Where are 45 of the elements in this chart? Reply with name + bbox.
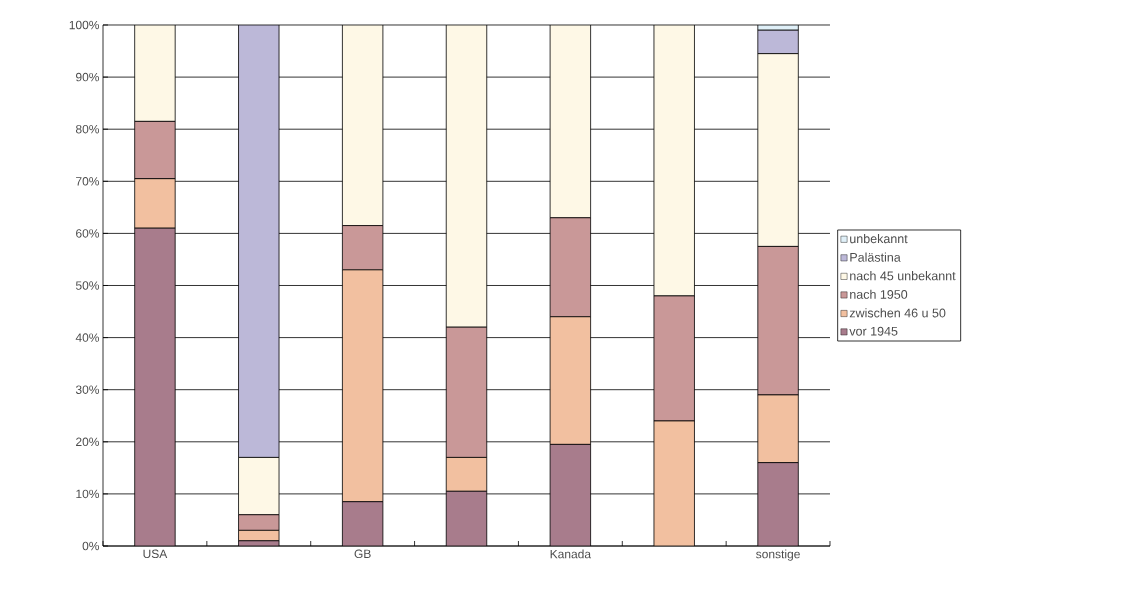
y-tick-label: 0% (82, 541, 100, 551)
y-tick-label: 90% (76, 72, 100, 82)
y-tick-label: 80% (75, 124, 100, 134)
bar (134, 227, 176, 546)
bar (757, 394, 799, 464)
bar (445, 326, 488, 458)
legend-label: zwischen 46 u 50 (849, 308, 946, 318)
y-tick-label: 10% (76, 489, 100, 499)
bar (653, 295, 695, 422)
bar (549, 444, 592, 546)
bar (757, 53, 799, 247)
bar (341, 501, 384, 546)
bar (757, 29, 799, 55)
legend-label: unbekannt (850, 233, 908, 244)
bar (134, 25, 176, 122)
x-tick-label: Kanada (550, 549, 592, 559)
bar (549, 316, 592, 445)
bar (653, 420, 695, 546)
bar (653, 25, 695, 297)
bar (341, 25, 384, 226)
y-tick-label: 30% (75, 385, 100, 394)
bar (238, 25, 280, 458)
x-tick-label: GB (354, 549, 371, 559)
y-tick-label: 70% (76, 177, 100, 186)
legend-label: Palästina (850, 252, 901, 262)
legend-label: nach 1950 (850, 289, 908, 299)
bar (238, 457, 280, 516)
bar (445, 457, 488, 492)
y-tick-label: 40% (75, 333, 100, 342)
bar (757, 462, 799, 546)
bar (341, 225, 384, 271)
bar (341, 269, 384, 503)
y-tick-label: 100% (69, 20, 100, 30)
x-tick-label: sonstige (756, 549, 800, 561)
legend-label: vor 1945 (849, 326, 898, 336)
y-tick-label: 50% (75, 281, 100, 290)
bar (445, 490, 488, 546)
y-tick-label: 20% (76, 437, 100, 447)
legend-label: nach 45 unbekannt (850, 271, 956, 281)
bar (549, 217, 592, 318)
y-tick-label: 60% (76, 229, 100, 238)
bar (445, 25, 488, 328)
bar (134, 178, 176, 229)
x-tick-label: USA (143, 549, 168, 559)
bar (549, 25, 592, 219)
